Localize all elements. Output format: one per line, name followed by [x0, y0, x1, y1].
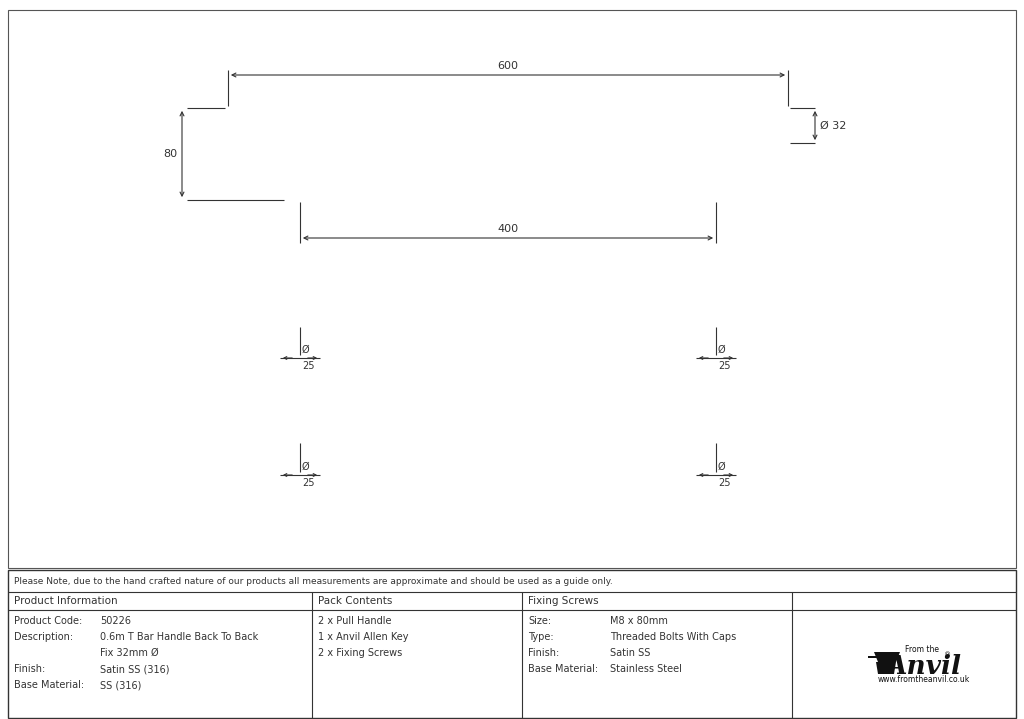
Text: 25: 25 [718, 478, 730, 488]
Polygon shape [874, 652, 900, 662]
Text: Satin SS: Satin SS [610, 648, 650, 658]
Text: 1 x Anvil Allen Key: 1 x Anvil Allen Key [318, 632, 409, 642]
Text: M8 x 80mm: M8 x 80mm [610, 616, 668, 626]
Text: Description:: Description: [14, 632, 73, 642]
Text: Finish:: Finish: [14, 664, 45, 674]
Text: 25: 25 [302, 478, 314, 488]
Polygon shape [876, 662, 896, 674]
Circle shape [296, 421, 304, 429]
Text: Base Material:: Base Material: [14, 680, 84, 690]
Text: Pack Contents: Pack Contents [318, 596, 392, 606]
Text: Ø: Ø [718, 345, 726, 355]
Text: Ø: Ø [302, 462, 309, 472]
Text: www.fromtheanvil.co.uk: www.fromtheanvil.co.uk [878, 675, 970, 684]
Circle shape [291, 416, 309, 434]
Text: 600: 600 [498, 61, 518, 71]
Text: Ø: Ø [302, 345, 309, 355]
Text: Size:: Size: [528, 616, 551, 626]
Circle shape [707, 416, 725, 434]
Circle shape [705, 298, 727, 321]
Circle shape [295, 305, 305, 314]
Text: Stainless Steel: Stainless Steel [610, 664, 682, 674]
Text: Satin SS (316): Satin SS (316) [100, 664, 170, 674]
Text: Type:: Type: [528, 632, 554, 642]
Text: Ø 32: Ø 32 [820, 121, 847, 131]
Text: Fixing Screws: Fixing Screws [528, 596, 599, 606]
Bar [228, 108, 788, 143]
Text: 50226: 50226 [100, 616, 131, 626]
Text: Product Information: Product Information [14, 596, 118, 606]
Bar [287, 143, 313, 200]
Bar [228, 408, 788, 443]
Text: Finish:: Finish: [528, 648, 559, 658]
Polygon shape [868, 656, 878, 658]
Circle shape [289, 298, 311, 321]
Text: 25: 25 [718, 361, 730, 371]
Text: Fix 32mm Ø: Fix 32mm Ø [100, 648, 159, 658]
Text: Threaded Bolts With Caps: Threaded Bolts With Caps [610, 632, 736, 642]
Text: Please Note, due to the hand crafted nature of our products all measurements are: Please Note, due to the hand crafted nat… [14, 577, 612, 585]
Text: 400: 400 [498, 224, 518, 234]
Bar [8, 570, 1016, 718]
Text: Base Material:: Base Material: [528, 664, 598, 674]
Text: SS (316): SS (316) [100, 680, 141, 690]
Text: From the: From the [905, 646, 939, 654]
Text: 2 x Pull Handle: 2 x Pull Handle [318, 616, 391, 626]
Bar [228, 292, 788, 327]
Text: 0.6m T Bar Handle Back To Back: 0.6m T Bar Handle Back To Back [100, 632, 258, 642]
Text: Ø: Ø [718, 462, 726, 472]
Text: Anvil: Anvil [887, 654, 962, 679]
Text: ®: ® [944, 652, 951, 658]
Text: 25: 25 [302, 361, 314, 371]
Circle shape [712, 421, 720, 429]
Circle shape [711, 305, 721, 314]
Text: 2 x Fixing Screws: 2 x Fixing Screws [318, 648, 402, 658]
Bar [703, 143, 729, 200]
Text: Product Code:: Product Code: [14, 616, 82, 626]
Text: 80: 80 [163, 149, 177, 159]
Bar [8, 10, 1016, 568]
